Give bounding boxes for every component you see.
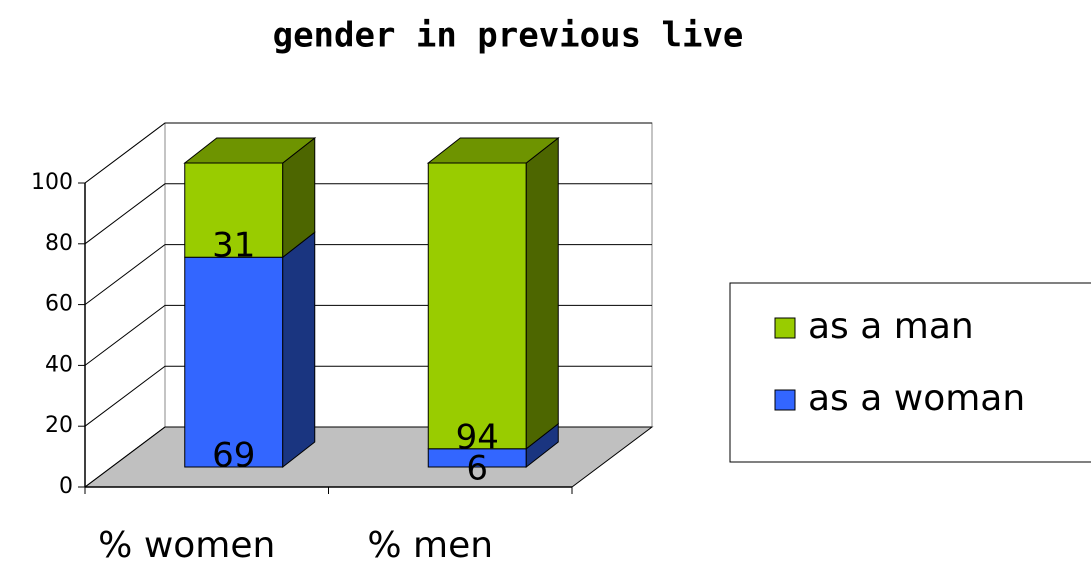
value-label: 69 [212, 436, 255, 476]
legend-label: as a woman [808, 378, 1025, 419]
y-tick-label: 40 [45, 352, 73, 377]
bar-top [183, 137, 317, 164]
value-label: 31 [212, 226, 255, 266]
y-tick-label: 100 [31, 170, 73, 195]
chart-title: gender in previous live [273, 16, 744, 56]
bar-side [282, 231, 316, 469]
bar [427, 162, 527, 450]
value-label: 94 [456, 417, 499, 457]
grid-line [84, 365, 652, 427]
legend-label: as a man [808, 306, 974, 347]
grid-line [84, 122, 652, 184]
legend-swatch [774, 317, 796, 339]
x-tick-label: % women [98, 525, 275, 566]
y-tick-label: 0 [59, 474, 73, 499]
value-label: 6 [466, 448, 488, 488]
x-tick-label: % men [367, 525, 493, 566]
bar-side [525, 136, 559, 450]
y-tick-label: 80 [45, 231, 73, 256]
grid-line [84, 244, 652, 306]
legend [729, 282, 1091, 463]
floor [83, 426, 654, 488]
grid-line [84, 183, 652, 245]
y-tick-label: 20 [45, 413, 73, 438]
y-tick-label: 60 [45, 292, 73, 317]
grid-line [84, 304, 652, 366]
legend-swatch [774, 389, 796, 411]
bar-top [426, 137, 560, 164]
